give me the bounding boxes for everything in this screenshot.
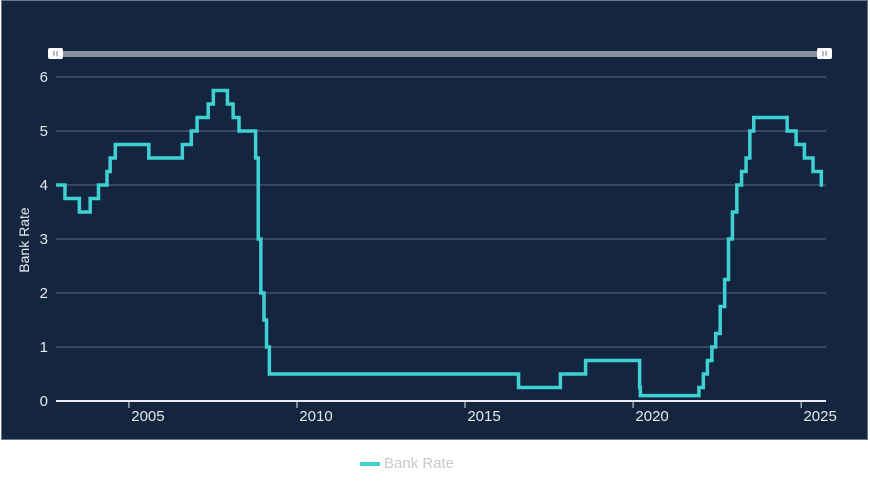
bank-rate-series-line	[56, 88, 824, 398]
slider-handle-right[interactable]	[817, 48, 832, 59]
y-tick-label: 0	[40, 393, 48, 410]
x-tick-label: 2015	[467, 408, 500, 425]
y-tick-label: 4	[40, 177, 48, 194]
slider-track[interactable]	[56, 51, 826, 57]
x-tick-label: 2010	[299, 408, 332, 425]
y-tick-label: 2	[40, 285, 48, 302]
y-tick-label: 6	[40, 69, 48, 86]
y-tick-label: 3	[40, 231, 48, 248]
y-tick-label: 5	[40, 123, 48, 140]
legend-line-icon	[360, 461, 380, 466]
legend-item-bank-rate[interactable]: Bank Rate	[360, 455, 454, 472]
x-tick-label: 2020	[635, 408, 668, 425]
bank-rate-chart: 0 1 2 3 4 5 6 2005 2010 2015 2020 2025 Bank Rate	[16, 48, 837, 425]
legend-label: Bank Rate	[384, 455, 455, 472]
x-tick-label: 2005	[131, 408, 164, 425]
y-axis-label: Bank Rate	[16, 207, 32, 273]
slider-handle-left[interactable]	[48, 48, 63, 59]
x-tick-label: 2025	[803, 408, 836, 425]
y-tick-label: 1	[40, 339, 48, 356]
range-slider[interactable]	[48, 48, 832, 59]
chart-panel	[1, 0, 868, 440]
